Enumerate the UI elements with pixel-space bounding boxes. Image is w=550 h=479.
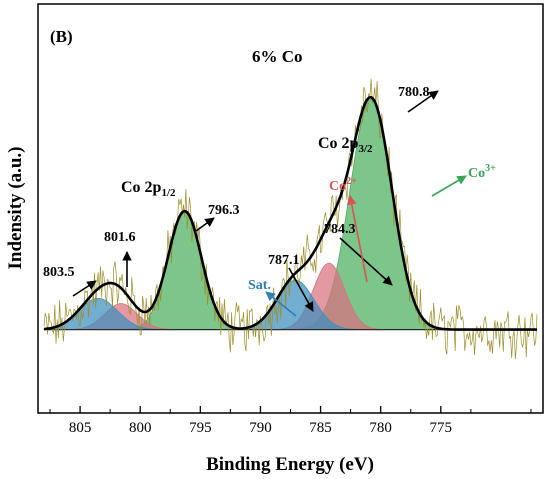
fit-envelope-line: [43, 96, 537, 331]
arrow-sat: [265, 291, 297, 317]
region-label-2p12: Co 2p1/2: [121, 179, 176, 199]
arrow-784-3: [339, 237, 393, 286]
x-tick-label-805: 805: [69, 420, 92, 436]
x-tick-label-785: 785: [309, 420, 332, 436]
arrow-co3: [431, 175, 467, 197]
peak-label-780-8: 780.8: [398, 85, 430, 100]
x-tick-label-775: 775: [430, 420, 453, 436]
region-label-2p32-sub: 3/2: [358, 143, 373, 155]
arrow-803-5: [72, 280, 97, 297]
peak-label-801-6: 801.6: [104, 230, 136, 245]
x-tick-label-800: 800: [129, 420, 152, 436]
region-label-2p12-sub: 1/2: [161, 187, 176, 199]
x-tick-label-790: 790: [249, 420, 272, 436]
raw-data-line: [43, 78, 538, 360]
annotation-arrows: [72, 90, 467, 317]
x-axis-label: Binding Energy (eV): [206, 454, 374, 475]
co3-label: Co3+: [468, 163, 496, 181]
x-tick-label-795: 795: [189, 420, 212, 436]
arrow-780-8: [407, 90, 439, 113]
y-axis-label: Indensity (a.u.): [5, 147, 26, 270]
peak-label-784-3: 784.3: [324, 222, 356, 237]
peak-label-796-3: 796.3: [208, 203, 240, 218]
arrow-796-3: [195, 217, 215, 232]
arrow-787-1: [288, 267, 314, 312]
co2-label: Co2+: [329, 176, 357, 194]
arrow-co2: [346, 195, 368, 283]
x-tick-label-780: 780: [369, 420, 392, 436]
fit-envelope: [43, 96, 537, 331]
x-axis-ticks: 805 800 795 790 785 780 775: [49, 406, 532, 436]
sat-label: Sat.: [248, 278, 271, 293]
raw-spectrum: [43, 78, 538, 360]
peak-label-803-5: 803.5: [43, 265, 75, 280]
peak-areas: [43, 98, 537, 331]
region-label-2p32: Co 2p3/2: [318, 135, 373, 155]
peak-label-787-1: 787.1: [268, 253, 300, 268]
chart-title: 6% Co: [252, 47, 303, 66]
panel-label: (B): [50, 27, 73, 46]
